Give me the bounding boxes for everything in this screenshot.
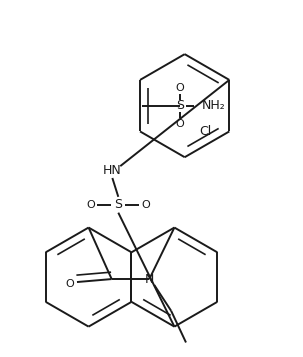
Text: O: O (66, 279, 75, 289)
Text: O: O (175, 83, 184, 93)
Text: S: S (114, 198, 122, 211)
Text: S: S (176, 99, 184, 112)
Text: O: O (175, 119, 184, 129)
Text: HN: HN (103, 164, 122, 177)
Text: Cl: Cl (199, 125, 211, 138)
Text: NH₂: NH₂ (201, 99, 225, 112)
Text: N: N (145, 272, 154, 286)
Text: O: O (142, 200, 150, 210)
Text: O: O (86, 200, 95, 210)
